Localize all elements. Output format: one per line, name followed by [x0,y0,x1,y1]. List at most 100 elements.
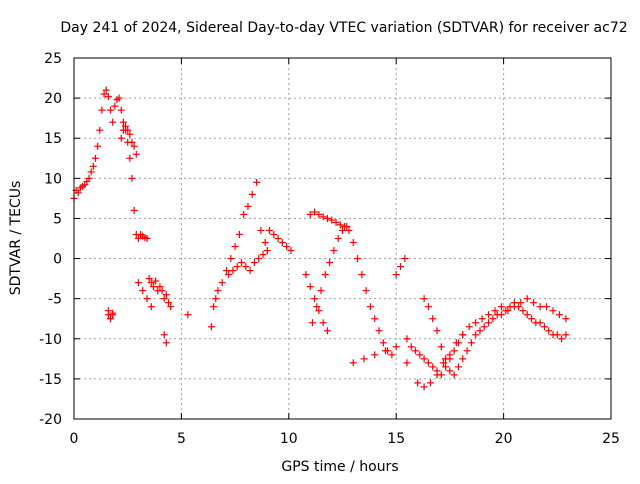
data-point [510,299,518,307]
data-point [128,138,136,146]
y-tick-label: -10 [39,332,62,348]
plot-frame [73,57,612,420]
data-point [545,327,553,335]
data-point [162,339,170,347]
data-point [214,287,222,295]
data-point [317,287,325,295]
data-point [323,214,331,222]
data-point [330,247,338,255]
data-point [540,323,548,331]
data-point [124,126,132,134]
data-point [349,359,357,367]
data-point [233,263,241,271]
y-tick-label: 20 [44,91,62,107]
data-point [506,303,514,311]
data-point [102,86,110,94]
data-point [107,315,115,323]
data-point [491,307,499,315]
data-point [463,347,471,355]
data-point [407,343,415,351]
data-point [158,287,166,295]
data-point [212,295,220,303]
data-point [366,303,374,311]
data-point [543,303,551,311]
data-point [147,303,155,311]
x-tick-label: 20 [495,431,513,447]
y-tick-label: 15 [44,131,62,147]
data-point [152,277,160,285]
y-tick-label: 25 [44,51,62,67]
data-point [311,295,319,303]
data-point [343,222,351,230]
data-point [416,351,424,359]
data-point [250,259,258,267]
data-point [454,363,462,371]
grid-lines [74,58,611,419]
data-point [349,239,357,247]
data-point [424,359,432,367]
data-point [122,122,130,130]
data-point [167,303,175,311]
data-point [371,315,379,323]
data-point [98,106,106,114]
data-point [528,315,536,323]
data-point [231,243,239,251]
data-point [323,327,331,335]
data-point [480,323,488,331]
data-point [115,94,123,102]
data-point [311,208,319,216]
data-point [326,259,334,267]
data-point [523,311,531,319]
data-point [345,226,353,234]
data-point [94,142,102,150]
data-point [536,303,544,311]
data-point [381,347,389,355]
data-point [229,267,237,275]
data-point [555,311,563,319]
x-tick-label: 15 [387,431,405,447]
data-point [375,327,383,335]
data-point [412,347,420,355]
data-point [558,335,566,343]
data-point [420,295,428,303]
data-point [263,247,271,255]
data-point [459,331,467,339]
data-point [442,363,450,371]
data-point [459,355,467,363]
data-point [315,210,323,218]
x-tick-label: 10 [280,431,298,447]
data-point [446,367,454,375]
data-point [450,347,458,355]
data-point [472,319,480,327]
data-point [306,210,314,218]
data-point [117,134,125,142]
data-point [388,351,396,359]
y-tick-label: 5 [53,211,62,227]
data-point [465,323,473,331]
data-point [165,299,173,307]
data-point [74,189,82,197]
data-point [184,311,192,319]
data-point [403,359,411,367]
data-point [379,339,387,347]
data-point [362,287,370,295]
data-point [433,327,441,335]
data-point [467,339,475,347]
data-point [472,331,480,339]
data-point [523,295,531,303]
data-point [96,126,104,134]
data-point [497,303,505,311]
data-point [128,174,136,182]
data-point [259,251,267,259]
data-point [437,343,445,351]
data-point [401,255,409,263]
data-points [70,86,570,391]
data-point [134,279,142,287]
data-point [319,213,327,221]
data-point [437,371,445,379]
data-point [227,255,235,263]
x-tick-label: 0 [70,431,79,447]
data-point [553,331,561,339]
chart-title: Day 241 of 2024, Sidereal Day-to-day VTE… [60,20,627,36]
data-point [485,311,493,319]
